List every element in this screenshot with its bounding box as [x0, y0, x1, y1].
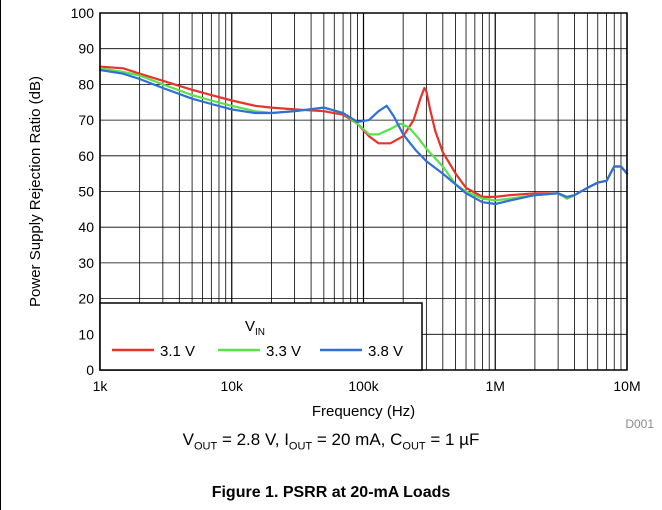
tick-label-layer: 0 10 20 30 40 50 60 70 80 90 100 1k 10k 100k 1M 10M [71, 5, 641, 394]
y-tick-label: 80 [78, 76, 94, 92]
psrr-chart: 0 10 20 30 40 50 60 70 80 90 100 1k 10k 100k 1M 10M Fre… [27, 5, 654, 430]
y-tick-label: 20 [78, 291, 94, 307]
legend-title-main: V [245, 318, 255, 335]
y-tick-label: 0 [86, 362, 94, 378]
legend-box [99, 302, 423, 371]
legend-items: 3.1 V 3.3 V 3.8 V [112, 343, 403, 360]
x-tick-label: 10M [613, 378, 640, 394]
x-tick-label: 100k [348, 378, 379, 394]
cout-subscript: OUT [402, 440, 426, 453]
series-line [98, 68, 629, 206]
cout-symbol: C [390, 430, 403, 449]
legend-title-subscript: IN [255, 327, 265, 338]
iout-value: = 20 mA, [312, 430, 391, 449]
figure-code-label: D001 [625, 417, 654, 430]
page-left-rule [0, 0, 1, 510]
y-tick-label: 100 [71, 5, 95, 21]
y-tick-label: 30 [78, 255, 94, 271]
x-tick-label: 1k [93, 378, 109, 394]
y-tick-label: 10 [78, 326, 94, 342]
y-tick-label: 50 [78, 184, 94, 200]
legend-title: VIN [245, 318, 265, 338]
figure-title: Figure 1. PSRR at 20-mA Loads [211, 484, 451, 501]
x-tick-label: 1M [486, 378, 505, 394]
legend-label: 3.1 V [160, 343, 195, 360]
iout-symbol: I [284, 430, 289, 449]
legend: VIN 3.1 V 3.3 V 3.8 V [99, 302, 423, 371]
legend-label: 3.3 V [266, 343, 301, 360]
legend-label: 3.8 V [368, 343, 403, 360]
vout-symbol: V [182, 430, 194, 449]
series-layer [98, 65, 629, 206]
x-axis-title: Frequency (Hz) [312, 403, 415, 420]
test-conditions: VOUT = 2.8 V, IOUT = 20 mA, COUT = 1 µF [0, 430, 662, 452]
cout-value: = 1 µF [425, 430, 480, 449]
vout-subscript: OUT [193, 440, 218, 453]
y-axis-title: Power Supply Rejection Ratio (dB) [27, 76, 44, 307]
y-tick-label: 90 [78, 41, 94, 57]
y-tick-label: 60 [78, 148, 94, 164]
vout-value: = 2.8 V, [217, 430, 285, 449]
iout-subscript: OUT [288, 440, 313, 453]
y-tick-label: 70 [78, 112, 94, 128]
y-tick-label: 40 [78, 219, 94, 235]
x-tick-label: 10k [220, 378, 244, 394]
